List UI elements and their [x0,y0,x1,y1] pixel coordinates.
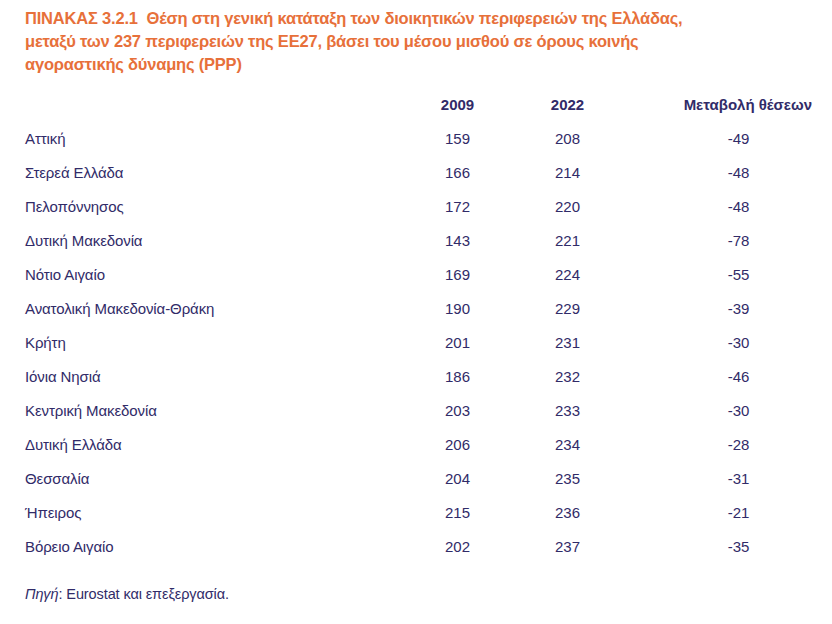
table-title: ΠΙΝΑΚΑΣ 3.2.1 Θέση στη γενική κατάταξη τ… [25,7,682,76]
table-row: Δυτική Ελλάδα 206 234 -28 [0,427,832,461]
rank-2009-cell: 203 [405,402,510,419]
rank-2009-cell: 166 [405,164,510,181]
region-name-cell: Δυτική Μακεδονία [0,232,405,249]
region-name-cell: Νότιο Αιγαίο [0,266,405,283]
region-name-cell: Κρήτη [0,334,405,351]
table-row: Βόρειο Αιγαίο 202 237 -35 [0,529,832,563]
rank-2009-cell: 206 [405,436,510,453]
table-row: Νότιο Αιγαίο 169 224 -55 [0,257,832,291]
rank-2022-cell: 224 [510,266,625,283]
column-header-2022: 2022 [510,96,625,113]
source-label: Πηγή [25,586,58,602]
change-cell: -48 [625,198,832,215]
rank-2022-cell: 220 [510,198,625,215]
region-name-cell: Αττική [0,130,405,147]
table-row: Ιόνια Νησιά 186 232 -46 [0,359,832,393]
rank-2009-cell: 172 [405,198,510,215]
rank-2009-cell: 201 [405,334,510,351]
table-row: Δυτική Μακεδονία 143 221 -78 [0,223,832,257]
region-name-cell: Πελοπόννησος [0,198,405,215]
change-cell: -30 [625,334,832,351]
table-title-line-1: ΠΙΝΑΚΑΣ 3.2.1 Θέση στη γενική κατάταξη τ… [25,7,682,30]
rank-2022-cell: 229 [510,300,625,317]
report-page: ΠΙΝΑΚΑΣ 3.2.1 Θέση στη γενική κατάταξη τ… [0,0,832,624]
rank-2022-cell: 233 [510,402,625,419]
region-name-cell: Βόρειο Αιγαίο [0,538,405,555]
column-header-2009: 2009 [405,96,510,113]
region-name-cell: Ανατολική Μακεδονία-Θράκη [0,300,405,317]
change-cell: -39 [625,300,832,317]
rank-2009-cell: 143 [405,232,510,249]
rank-2009-cell: 169 [405,266,510,283]
source-note: Πηγή: Eurostat και επεξεργασία. [25,586,229,602]
change-cell: -28 [625,436,832,453]
rank-2009-cell: 204 [405,470,510,487]
rank-2022-cell: 214 [510,164,625,181]
change-cell: -30 [625,402,832,419]
rank-2009-cell: 202 [405,538,510,555]
change-cell: -48 [625,164,832,181]
region-name-cell: Ήπειρος [0,504,405,521]
table-title-line-2: μεταξύ των 237 περιφερειών της ΕΕ27, βάσ… [25,30,682,53]
region-name-cell: Ιόνια Νησιά [0,368,405,385]
change-cell: -46 [625,368,832,385]
change-cell: -21 [625,504,832,521]
region-name-cell: Στερεά Ελλάδα [0,164,405,181]
rank-2022-cell: 235 [510,470,625,487]
change-cell: -78 [625,232,832,249]
change-cell: -31 [625,470,832,487]
rank-2022-cell: 237 [510,538,625,555]
table-header-row: 2009 2022 Μεταβολή θέσεων [0,87,832,121]
source-text: : Eurostat και επεξεργασία. [58,586,228,602]
rank-2009-cell: 186 [405,368,510,385]
rank-2022-cell: 234 [510,436,625,453]
table-row: Στερεά Ελλάδα 166 214 -48 [0,155,832,189]
table-row: Αττική 159 208 -49 [0,121,832,155]
change-cell: -49 [625,130,832,147]
table-title-line-3: αγοραστικής δύναμης (PPP) [25,53,682,76]
rank-2022-cell: 236 [510,504,625,521]
table-row: Ήπειρος 215 236 -21 [0,495,832,529]
region-name-cell: Κεντρική Μακεδονία [0,402,405,419]
rank-2022-cell: 221 [510,232,625,249]
change-cell: -55 [625,266,832,283]
table-row: Κεντρική Μακεδονία 203 233 -30 [0,393,832,427]
rank-2022-cell: 208 [510,130,625,147]
table-body: Αττική 159 208 -49 Στερεά Ελλάδα 166 214… [0,121,832,563]
table-row: Κρήτη 201 231 -30 [0,325,832,359]
table-row: Θεσσαλία 204 235 -31 [0,461,832,495]
rank-2022-cell: 232 [510,368,625,385]
rank-2009-cell: 159 [405,130,510,147]
change-cell: -35 [625,538,832,555]
column-header-change: Μεταβολή θέσεων [625,96,832,113]
table-row: Ανατολική Μακεδονία-Θράκη 190 229 -39 [0,291,832,325]
rank-2009-cell: 215 [405,504,510,521]
region-name-cell: Θεσσαλία [0,470,405,487]
region-name-cell: Δυτική Ελλάδα [0,436,405,453]
rank-2009-cell: 190 [405,300,510,317]
table-row: Πελοπόννησος 172 220 -48 [0,189,832,223]
rank-2022-cell: 231 [510,334,625,351]
